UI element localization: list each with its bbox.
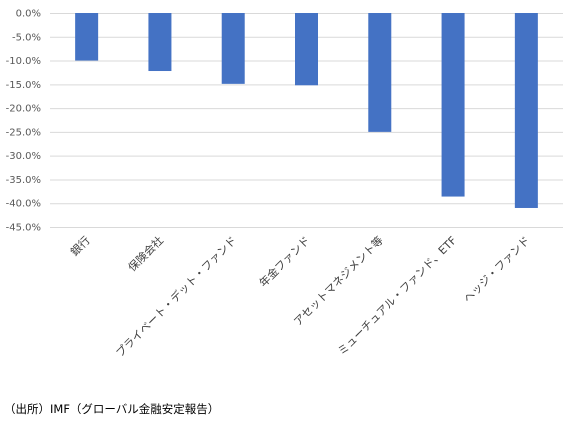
category-label: プライベート・デット・ファンド xyxy=(113,233,240,360)
bar xyxy=(368,13,392,132)
category-label: 年金ファンド xyxy=(256,233,313,290)
bar xyxy=(514,13,538,208)
gridlines xyxy=(50,13,563,228)
bar xyxy=(295,13,318,86)
bar xyxy=(221,13,245,84)
y-tick-label: -30.0% xyxy=(6,151,41,162)
y-tick-label: 0.0% xyxy=(16,9,41,20)
y-tick-label: -5.0% xyxy=(12,32,41,43)
y-tick-label: -15.0% xyxy=(6,80,41,91)
category-label: 保険会社 xyxy=(125,233,166,274)
y-tick-label: -35.0% xyxy=(6,175,41,186)
y-tick-label: -20.0% xyxy=(6,104,41,115)
y-tick-label: -10.0% xyxy=(6,56,41,67)
category-label: ヘッジ・ファンド xyxy=(461,234,532,305)
bars xyxy=(75,13,538,208)
category-label: ミューチュアル・ファンド、ETF xyxy=(335,234,459,358)
y-axis-tick-labels: 0.0% -5.0% -10.0% -15.0% -20.0% -25.0% -30.0% -… xyxy=(6,9,41,234)
bar xyxy=(441,13,465,197)
source-note: （出所）IMF（グローバル金融安定報告） xyxy=(4,402,220,416)
category-label: 銀行 xyxy=(67,233,92,258)
bar-chart: 0.0% -5.0% -10.0% -15.0% -20.0% -25.0% -30.0% -… xyxy=(6,9,563,360)
y-tick-label: -45.0% xyxy=(6,223,41,234)
bar xyxy=(148,13,172,72)
y-tick-label: -25.0% xyxy=(6,127,41,138)
bar xyxy=(75,13,99,61)
y-tick-label: -40.0% xyxy=(6,199,41,210)
